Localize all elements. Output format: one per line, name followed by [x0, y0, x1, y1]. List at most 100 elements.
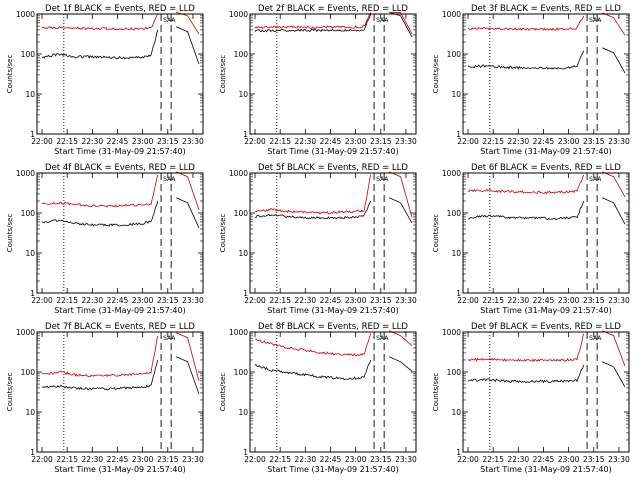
plot-frame — [36, 331, 204, 453]
plot-frame — [462, 13, 630, 135]
x-tick-label: 22:15 — [56, 455, 78, 464]
series-tail-events — [389, 356, 413, 372]
y-axis-label: Counts/sec — [6, 373, 14, 412]
y-tick-label: 1 — [456, 289, 461, 298]
panel-det-3: Det 3f BLACK = Events, RED = LLD Counts/s… — [432, 4, 630, 156]
x-tick-label: 23:00 — [345, 296, 367, 305]
y-tick-label: 1000 — [16, 169, 35, 178]
x-tick-label: 23:00 — [132, 455, 154, 464]
x-tick-label: 22:45 — [533, 455, 555, 464]
x-tick-label: 23:15 — [157, 455, 179, 464]
x-axis-label: Start Time (31-May-09 21:57:40) — [54, 306, 185, 315]
series-tail-events — [176, 197, 200, 229]
x-tick-label: 22:45 — [320, 296, 342, 305]
plot-title: Det 5f BLACK = Events, RED = LLD — [258, 163, 408, 173]
series-line-lld — [467, 333, 585, 362]
x-tick-label: 23:00 — [345, 455, 367, 464]
y-axis-label: Counts/sec — [432, 55, 440, 94]
x-tick-label: 22:00 — [31, 296, 53, 305]
x-tick-label: 22:45 — [107, 455, 129, 464]
x-tick-label: 22:15 — [56, 137, 78, 146]
marker-label: SAA — [376, 176, 389, 183]
y-tick-label: 1 — [456, 448, 461, 457]
y-tick-label: 1 — [30, 289, 35, 298]
y-axis-label: Counts/sec — [219, 214, 227, 253]
panel-det-9: Det 9f BLACK = Events, RED = LLD Counts/s… — [432, 322, 630, 474]
x-tick-label: 22:30 — [82, 137, 104, 146]
x-tick-label: 23:15 — [583, 137, 605, 146]
plot-frame — [249, 172, 417, 294]
x-tick-label: 22:30 — [508, 137, 530, 146]
y-tick-label: 1 — [30, 130, 35, 139]
x-tick-label: 22:00 — [31, 455, 53, 464]
marker-label: SAA — [589, 17, 602, 24]
y-tick-label: 10 — [238, 249, 248, 258]
panel-det-1: Det 1f BLACK = Events, RED = LLD Counts/s… — [6, 4, 204, 156]
x-tick-label: 22:15 — [269, 455, 291, 464]
x-tick-label: 23:00 — [558, 455, 580, 464]
x-tick-label: 22:15 — [56, 296, 78, 305]
marker-label: SAA — [163, 335, 176, 342]
y-tick-label: 1 — [243, 289, 248, 298]
series-tail-lld — [602, 330, 626, 367]
x-tick-label: 22:15 — [482, 137, 504, 146]
y-axis-label: Counts/sec — [219, 373, 227, 412]
y-tick-label: 100 — [234, 50, 249, 59]
x-tick-label: 22:45 — [107, 137, 129, 146]
x-tick-label: 22:15 — [269, 137, 291, 146]
x-tick-label: 23:30 — [395, 137, 417, 146]
x-tick-label: 23:00 — [558, 137, 580, 146]
x-axis-label: Start Time (31-May-09 21:57:40) — [267, 147, 398, 156]
x-tick-label: 22:45 — [320, 455, 342, 464]
series-tail-events — [389, 197, 413, 224]
x-tick-label: 23:15 — [157, 296, 179, 305]
series-line-events — [467, 200, 585, 221]
series-tail-lld — [602, 12, 626, 36]
series-tail-events — [602, 361, 626, 388]
x-tick-label: 23:00 — [132, 296, 154, 305]
series-line-events — [254, 359, 372, 380]
plot-title: Det 7f BLACK = Events, RED = LLD — [45, 322, 195, 332]
series-tail-lld — [176, 332, 200, 382]
x-tick-label: 23:30 — [182, 296, 204, 305]
series-line-lld — [254, 333, 372, 357]
marker-label: SAA — [376, 17, 389, 24]
x-tick-label: 22:30 — [295, 137, 317, 146]
x-tick-label: 22:00 — [457, 455, 479, 464]
x-tick-label: 23:15 — [157, 137, 179, 146]
y-tick-label: 100 — [447, 209, 462, 218]
y-tick-label: 1000 — [229, 328, 248, 337]
x-tick-label: 23:30 — [395, 296, 417, 305]
y-tick-label: 1000 — [442, 169, 461, 178]
series-tail-events — [176, 26, 200, 65]
x-tick-label: 22:45 — [320, 137, 342, 146]
x-tick-label: 23:30 — [608, 455, 630, 464]
plot-frame — [249, 13, 417, 135]
y-tick-label: 1 — [243, 448, 248, 457]
x-tick-label: 23:15 — [370, 455, 392, 464]
y-tick-label: 10 — [25, 90, 35, 99]
series-tail-events — [602, 47, 626, 74]
y-tick-label: 1000 — [16, 328, 35, 337]
y-tick-label: 1000 — [229, 10, 248, 19]
x-tick-label: 22:30 — [295, 455, 317, 464]
x-tick-label: 23:15 — [370, 137, 392, 146]
x-tick-label: 22:30 — [508, 296, 530, 305]
marker-label: SAA — [163, 17, 176, 24]
x-tick-label: 23:15 — [583, 296, 605, 305]
panel-det-6: Det 6f BLACK = Events, RED = LLD Counts/s… — [432, 163, 630, 315]
series-line-lld — [467, 15, 585, 31]
y-tick-label: 1 — [30, 448, 35, 457]
series-line-lld — [468, 174, 585, 195]
x-tick-label: 23:15 — [370, 296, 392, 305]
panel-det-4: Det 4f BLACK = Events, RED = LLD Counts/s… — [6, 163, 204, 315]
x-tick-label: 23:30 — [182, 137, 204, 146]
series-line-events — [41, 29, 159, 60]
x-tick-label: 22:00 — [457, 296, 479, 305]
y-axis-label: Counts/sec — [6, 214, 14, 253]
series-line-events — [254, 200, 372, 220]
y-tick-label: 1000 — [229, 169, 248, 178]
x-tick-label: 23:00 — [558, 296, 580, 305]
panel-det-5: Det 5f BLACK = Events, RED = LLD Counts/s… — [219, 163, 417, 315]
series-tail-lld — [389, 11, 413, 34]
